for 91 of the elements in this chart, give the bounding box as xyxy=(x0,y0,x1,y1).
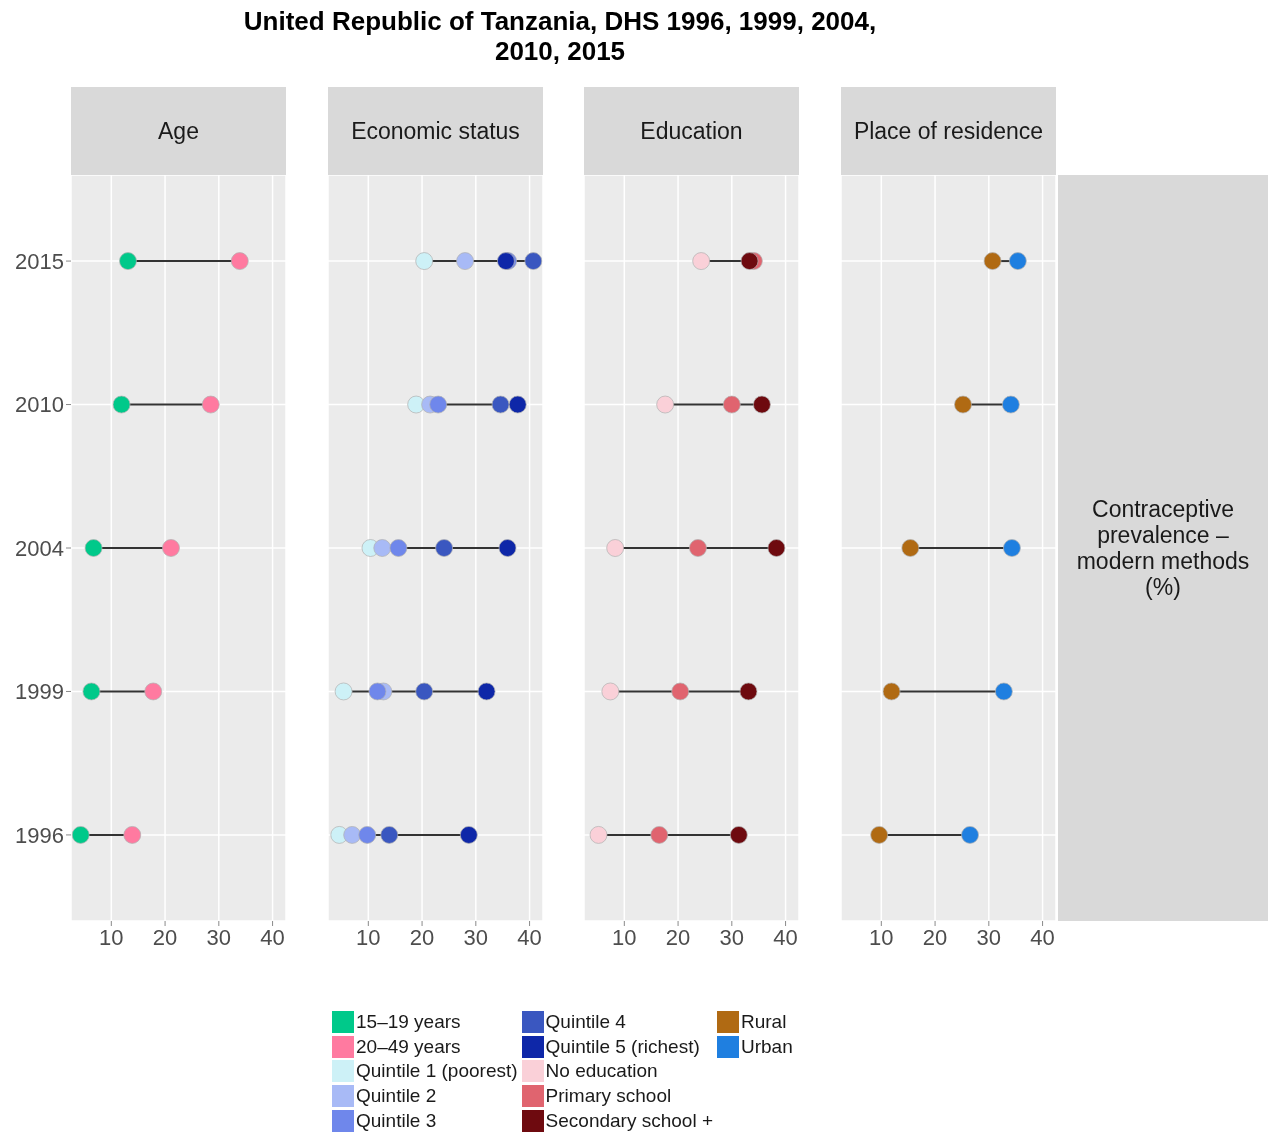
point xyxy=(767,539,786,557)
legend-label: 20–49 years xyxy=(356,1035,461,1058)
point xyxy=(740,252,759,271)
point xyxy=(415,252,434,271)
point xyxy=(752,395,771,414)
point xyxy=(201,395,220,414)
legend-label: Quintile 2 xyxy=(356,1085,437,1108)
point xyxy=(84,539,103,557)
y2-axis-title: Contraceptive prevalence – modern methods (%) xyxy=(1058,175,1268,921)
point xyxy=(477,682,496,701)
x-tick-label: 30 xyxy=(463,924,489,950)
point xyxy=(435,539,454,557)
point xyxy=(456,252,475,271)
legend-label: Primary school xyxy=(545,1085,672,1108)
x-tick-label: 10 xyxy=(356,924,381,950)
point xyxy=(1002,539,1021,557)
y-tick-label: 2004 xyxy=(15,535,64,561)
point xyxy=(112,395,131,414)
legend-label: Secondary school + xyxy=(545,1109,713,1132)
point xyxy=(161,539,180,557)
text: United Republic of Tanzania, DHS 1996, 1999, 2004, 2010, 2015 xyxy=(242,6,878,66)
point xyxy=(1008,252,1027,271)
point xyxy=(144,682,163,701)
y-tick-label: 2015 xyxy=(15,248,64,274)
point xyxy=(688,539,707,557)
point xyxy=(82,682,101,701)
x-tick-label: 40 xyxy=(260,924,285,950)
point xyxy=(373,539,392,557)
point xyxy=(358,825,377,844)
chart-subtitle: Age xyxy=(71,87,286,175)
point xyxy=(901,539,920,557)
x-tick-label: 40 xyxy=(517,924,542,950)
point xyxy=(459,825,478,844)
x-tick-label: 30 xyxy=(206,924,232,950)
point xyxy=(1001,395,1020,414)
point xyxy=(606,539,625,557)
point xyxy=(524,252,543,271)
point xyxy=(954,395,973,414)
x-tick-label: 20 xyxy=(922,924,948,950)
point xyxy=(71,825,90,844)
chart-subtitle: Economic status xyxy=(328,87,543,175)
legend-label: Rural xyxy=(741,1011,787,1034)
legend-label: Quintile 4 xyxy=(545,1011,626,1034)
point xyxy=(722,395,741,414)
point xyxy=(380,825,399,844)
x-tick-label: 30 xyxy=(719,924,745,950)
point xyxy=(415,682,434,701)
point xyxy=(589,825,608,844)
y-tick-label: 2010 xyxy=(15,392,64,418)
point xyxy=(368,682,387,701)
point xyxy=(650,825,669,844)
point xyxy=(870,825,889,844)
point xyxy=(656,395,675,414)
legend-label: 15–19 years xyxy=(356,1011,461,1034)
point xyxy=(994,682,1013,701)
x-tick-label: 40 xyxy=(1030,924,1055,950)
x-tick-label: 20 xyxy=(409,924,435,950)
point xyxy=(334,682,353,701)
chart-subtitle: Education xyxy=(584,87,799,175)
point xyxy=(983,252,1002,271)
point xyxy=(389,539,408,557)
chart-subtitle: Place of residence xyxy=(841,87,1056,175)
y-tick-label: 1999 xyxy=(15,679,64,705)
point xyxy=(498,539,517,557)
x-tick-label: 10 xyxy=(869,924,894,950)
point xyxy=(343,825,362,844)
point xyxy=(118,252,137,271)
x-tick-label: 10 xyxy=(612,924,637,950)
point xyxy=(508,395,527,414)
point xyxy=(961,825,979,844)
point xyxy=(429,395,448,414)
legend-label: No education xyxy=(545,1060,658,1083)
point xyxy=(230,252,249,271)
y-tick-label: 1996 xyxy=(15,822,64,848)
x-tick-label: 10 xyxy=(99,924,124,950)
point xyxy=(739,682,758,701)
point xyxy=(692,252,711,271)
point xyxy=(671,682,690,701)
legend-label: Quintile 1 (poorest) xyxy=(356,1060,518,1083)
x-tick-label: 20 xyxy=(152,924,178,950)
point xyxy=(123,825,142,844)
x-tick-label: 20 xyxy=(665,924,691,950)
legend-label: Quintile 5 (richest) xyxy=(545,1035,700,1058)
x-tick-label: 40 xyxy=(773,924,798,950)
point xyxy=(491,395,510,414)
x-tick-label: 30 xyxy=(976,924,1002,950)
point xyxy=(729,825,748,844)
legend-label: Urban xyxy=(741,1035,793,1058)
point xyxy=(601,682,620,701)
legend-label: Quintile 3 xyxy=(356,1109,437,1132)
point xyxy=(882,682,901,701)
